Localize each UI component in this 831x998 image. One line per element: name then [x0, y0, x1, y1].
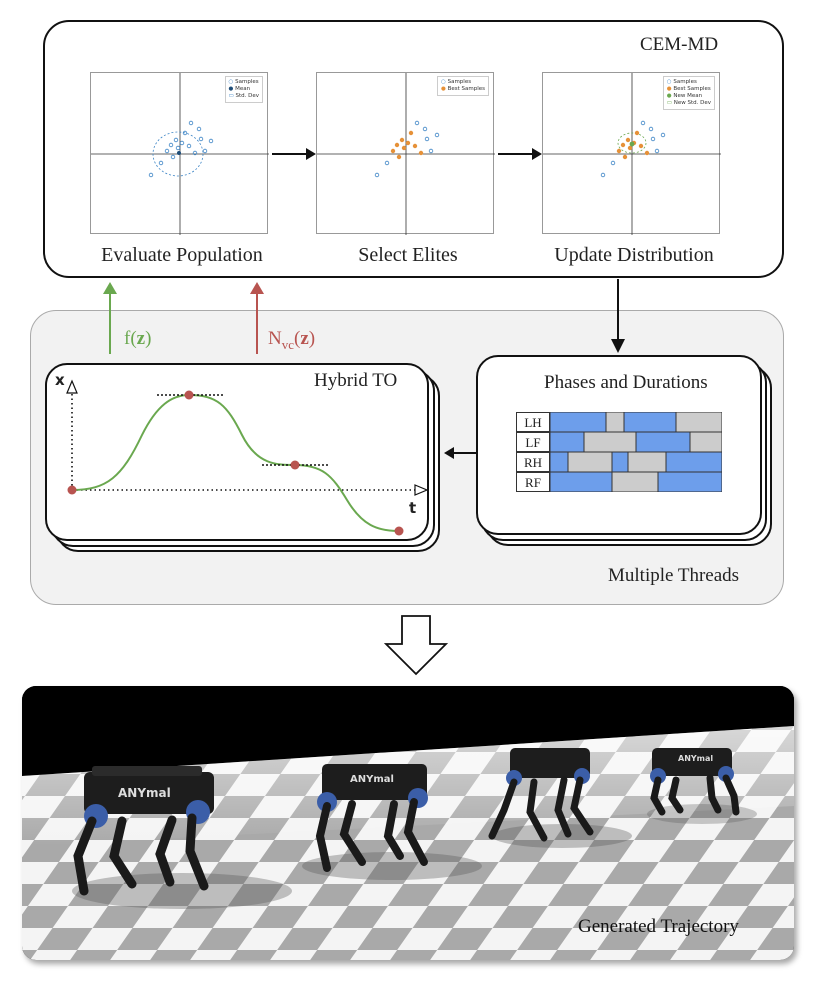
cem-md-title: CEM-MD — [640, 34, 719, 55]
robot-logo: ANYmal — [350, 774, 394, 785]
end-node — [394, 526, 404, 536]
x-axis-label: t — [409, 499, 417, 517]
select-elites-scatter — [317, 73, 495, 235]
robot-logo: ANYmal — [118, 786, 171, 800]
gait-row-label: LF — [516, 432, 550, 452]
arrow-down-icon — [611, 279, 625, 353]
stance-phase — [550, 451, 569, 473]
hybrid-to-trajectory-plot — [66, 379, 427, 536]
arrow-right-icon — [272, 148, 316, 160]
generated-trajectory-label: Generated Trajectory — [578, 916, 739, 937]
stance-phase — [550, 412, 607, 433]
best-sample-points — [390, 130, 424, 160]
std-dev-ellipse — [152, 131, 204, 177]
swing-phase — [627, 451, 667, 473]
robot-4 — [650, 748, 740, 816]
robot-logo: ANYmal — [678, 754, 714, 763]
arrow-left-icon — [444, 447, 476, 459]
gait-phase-bars — [550, 412, 722, 492]
violation-feedback-arrow-icon — [250, 282, 264, 354]
stance-phase — [665, 451, 722, 473]
simulation-render: ANYmal ANYmal ANYmal — [22, 686, 794, 960]
sample-points — [600, 120, 666, 178]
y-axis-label: x — [55, 371, 65, 389]
update-distribution-label: Update Distribution — [554, 244, 714, 266]
phases-durations-title: Phases and Durations — [544, 372, 708, 393]
stance-phase — [657, 471, 722, 492]
stance-phase — [623, 412, 677, 433]
start-node — [67, 485, 77, 495]
swing-phase — [583, 431, 637, 453]
stance-phase — [611, 451, 629, 473]
evaluate-legend: ○ Samples ● Mean ▭ Std. Dev — [224, 76, 263, 103]
gait-row-label: RF — [516, 472, 550, 492]
gait-row-label: RH — [516, 452, 550, 472]
swing-phase — [689, 431, 722, 453]
update-distribution-plot: ○ Samples ● Best Samples ● New Mean ▭ Ne… — [542, 72, 721, 235]
multiple-threads-label: Multiple Threads — [608, 565, 740, 586]
checkerboard-floor — [22, 686, 794, 960]
select-elites-legend: ○ Samples ● Best Samples — [437, 76, 489, 96]
hybrid-to-card: x t — [45, 363, 429, 541]
sample-points — [374, 120, 440, 178]
new-std-dev-ellipse — [617, 132, 647, 154]
sample-points — [148, 120, 214, 178]
arrow-right-icon — [498, 148, 542, 160]
robot-1 — [73, 766, 214, 896]
mid-node — [290, 460, 300, 470]
select-elites-plot: ○ Samples ● Best Samples — [316, 72, 495, 235]
swing-phase — [567, 451, 613, 473]
hollow-down-arrow-icon — [384, 615, 448, 676]
evaluate-population-plot: ○ Samples ● Mean ▭ Std. Dev — [90, 72, 269, 235]
stance-phase — [550, 431, 585, 453]
cost-function-label: f(z) — [124, 328, 152, 349]
robot-2 — [315, 764, 428, 872]
swing-phase — [675, 412, 722, 433]
trajectory-curve — [71, 393, 400, 532]
select-elites-label: Select Elites — [358, 244, 458, 266]
stance-phase — [635, 431, 691, 453]
evaluate-population-scatter — [91, 73, 269, 235]
update-distribution-legend: ○ Samples ● Best Samples ● New Mean ▭ Ne… — [662, 76, 715, 110]
stance-phase — [550, 471, 613, 492]
constraint-violation-label: Nvc(z) — [268, 328, 316, 352]
evaluate-population-label: Evaluate Population — [101, 244, 263, 266]
gait-row-label: LH — [516, 412, 550, 432]
swing-phase — [611, 471, 659, 492]
robot-3 — [488, 748, 594, 842]
hybrid-to-title: Hybrid TO — [314, 370, 398, 391]
update-distribution-scatter — [543, 73, 721, 235]
mean-point — [177, 151, 181, 155]
cost-feedback-arrow-icon — [103, 282, 117, 354]
new-mean-point — [629, 141, 635, 147]
peak-node — [184, 390, 194, 400]
swing-phase — [605, 412, 625, 433]
